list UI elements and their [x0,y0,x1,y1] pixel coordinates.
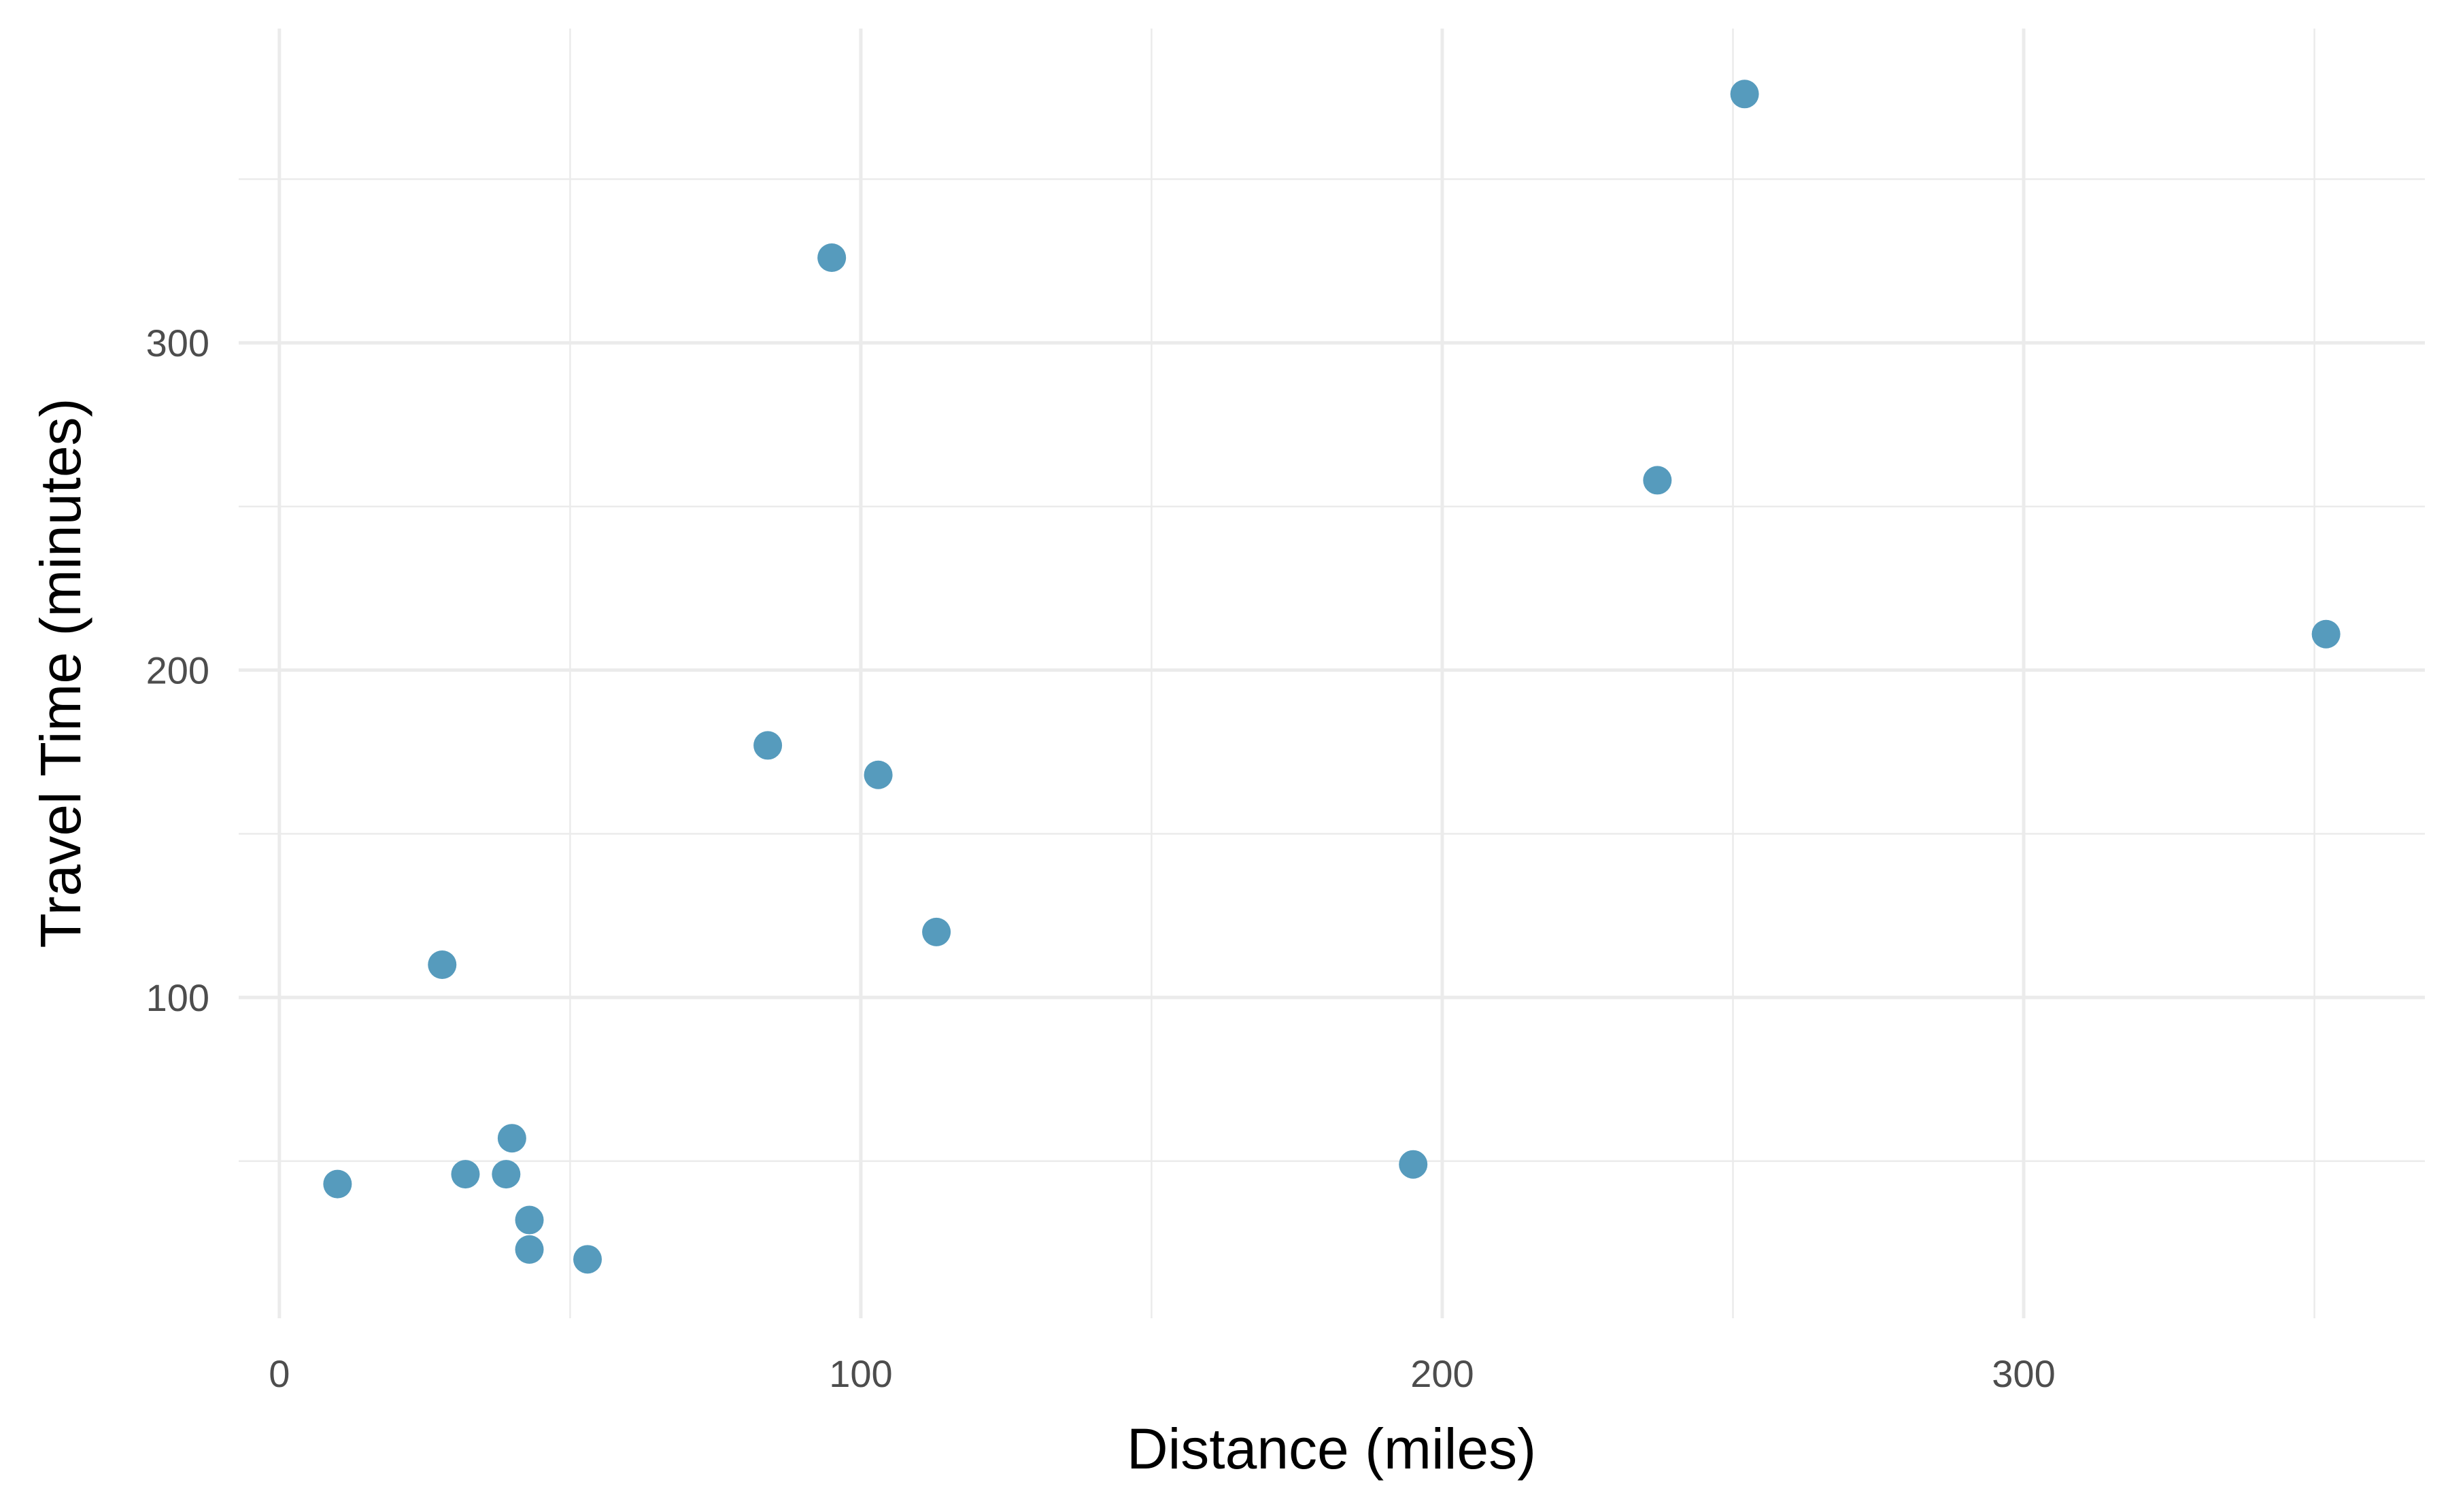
x-tick-labels: 0 100 200 300 [269,1352,2055,1395]
data-point [1643,466,1672,495]
data-point [864,760,893,789]
data-point [2311,619,2341,649]
x-tick-label: 200 [1410,1352,1474,1395]
x-tick-label: 0 [269,1352,290,1395]
data-point [497,1124,526,1153]
data-point [1730,80,1759,109]
data-point [428,950,457,980]
x-axis-title: Distance (miles) [1127,1417,1536,1481]
y-tick-label: 300 [146,322,209,364]
data-point [573,1245,602,1274]
y-tick-label: 200 [146,649,209,692]
y-axis-title: Travel Time (minutes) [29,398,92,948]
data-point [323,1169,352,1199]
data-point [753,731,783,760]
y-tick-label: 100 [146,976,209,1019]
data-point [492,1160,521,1189]
data-point [515,1205,544,1235]
data-point [922,917,951,946]
gridlines [239,29,2425,1318]
data-point [1399,1150,1428,1179]
data-points [323,80,2341,1274]
x-tick-label: 100 [829,1352,892,1395]
data-point [817,243,847,273]
y-tick-labels: 100 200 300 [146,322,209,1019]
data-point [451,1160,480,1189]
data-point [515,1235,544,1264]
x-tick-label: 300 [1992,1352,2055,1395]
